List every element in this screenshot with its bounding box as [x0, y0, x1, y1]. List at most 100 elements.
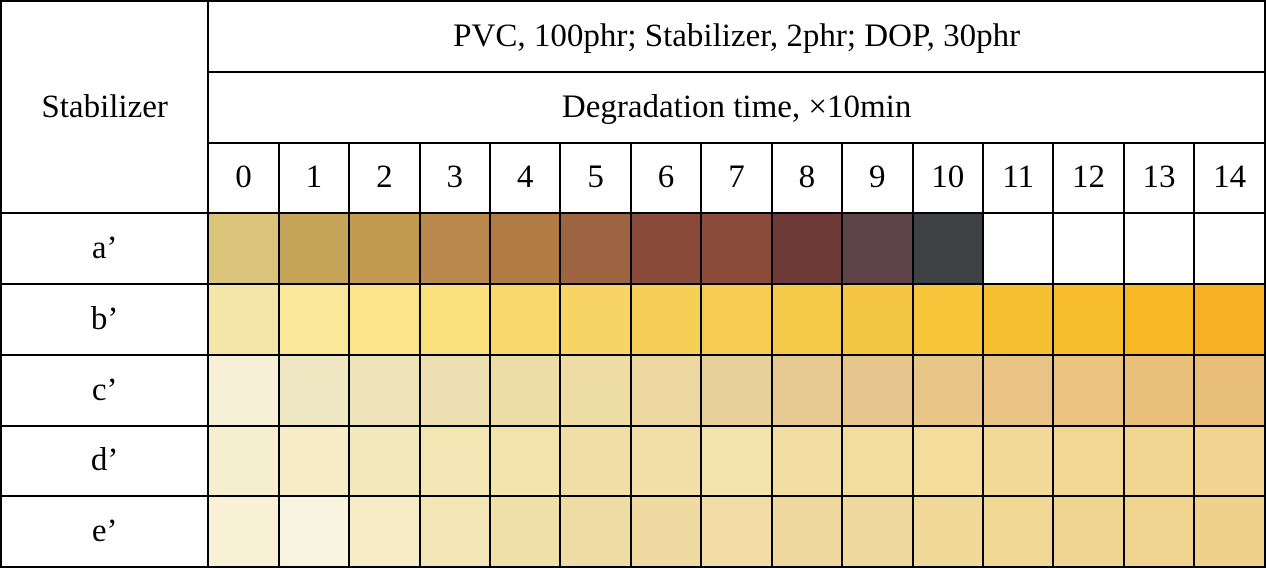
color-swatch [559, 424, 632, 498]
table-row: d’ [0, 424, 1266, 498]
color-swatch [348, 495, 421, 568]
table-row: e’ [0, 495, 1266, 568]
color-swatch [488, 424, 562, 498]
color-swatch [1052, 495, 1125, 568]
color-swatch [700, 353, 773, 427]
color-swatch [841, 353, 914, 427]
color-swatch [348, 353, 421, 427]
color-swatch [1052, 424, 1125, 498]
color-swatch [911, 353, 984, 427]
color-swatch [1052, 212, 1125, 285]
color-swatch [841, 424, 914, 498]
color-swatch [418, 283, 491, 356]
stabilizer-label: b’ [0, 283, 210, 356]
color-swatch [1052, 353, 1125, 427]
color-swatch [981, 353, 1055, 427]
color-swatch [700, 424, 773, 498]
color-swatch [700, 283, 773, 356]
color-swatch [1122, 424, 1196, 498]
color-swatch [629, 424, 703, 498]
color-swatch [1122, 495, 1196, 568]
time-header-cell: 8 [770, 141, 844, 215]
stabilizer-label: d’ [0, 424, 210, 498]
time-header-cell: 14 [1193, 141, 1266, 215]
time-header-cell: 9 [841, 141, 914, 215]
color-swatch [911, 283, 984, 356]
stabilizer-label: a’ [0, 212, 210, 285]
color-swatch [418, 353, 491, 427]
color-swatch [981, 212, 1055, 285]
color-swatch [559, 353, 632, 427]
color-swatch [770, 495, 844, 568]
color-swatch [277, 495, 351, 568]
color-swatch [1122, 353, 1196, 427]
color-swatch [841, 495, 914, 568]
time-header-cell: 4 [488, 141, 562, 215]
color-swatch [348, 424, 421, 498]
time-header-cell: 11 [981, 141, 1055, 215]
color-swatch [1193, 212, 1266, 285]
color-swatch [1193, 353, 1266, 427]
header-formulation: PVC, 100phr; Stabilizer, 2phr; DOP, 30ph… [207, 0, 1266, 73]
color-swatch [629, 212, 703, 285]
stabilizer-label: c’ [0, 353, 210, 427]
color-swatch [911, 495, 984, 568]
time-header-cell: 3 [418, 141, 491, 215]
color-swatch [277, 353, 351, 427]
time-header-cell: 1 [277, 141, 351, 215]
color-swatch [559, 283, 632, 356]
color-swatch [841, 212, 914, 285]
time-header-cell: 10 [911, 141, 984, 215]
color-swatch [488, 353, 562, 427]
color-swatch [629, 495, 703, 568]
color-swatch [770, 283, 844, 356]
color-swatch [1193, 283, 1266, 356]
table-row: a’ [0, 212, 1266, 285]
color-swatch [277, 424, 351, 498]
color-swatch [1052, 283, 1125, 356]
time-header-cell: 12 [1052, 141, 1125, 215]
header-degradation-time: Degradation time, ×10min [207, 70, 1266, 144]
table-row: b’ [0, 283, 1266, 356]
color-swatch [1193, 495, 1266, 568]
color-swatch [981, 495, 1055, 568]
color-swatch [1122, 212, 1196, 285]
time-header-cell: 5 [559, 141, 632, 215]
color-swatch [911, 212, 984, 285]
time-header-cell: 2 [348, 141, 421, 215]
color-swatch [348, 283, 421, 356]
color-swatch [207, 495, 280, 568]
color-swatch [1193, 424, 1266, 498]
stabilizer-label: e’ [0, 495, 210, 568]
time-header-cell: 0 [207, 141, 280, 215]
color-swatch [277, 212, 351, 285]
color-swatch [911, 424, 984, 498]
color-swatch [207, 424, 280, 498]
color-swatch [841, 283, 914, 356]
color-swatch [488, 495, 562, 568]
color-swatch [418, 424, 491, 498]
color-swatch [488, 212, 562, 285]
color-swatch [207, 283, 280, 356]
time-header-cell: 13 [1122, 141, 1196, 215]
time-header-cell: 7 [700, 141, 773, 215]
color-swatch [770, 424, 844, 498]
color-swatch [559, 212, 632, 285]
color-swatch [629, 353, 703, 427]
color-swatch [559, 495, 632, 568]
color-swatch [207, 353, 280, 427]
row-header-stabilizer: Stabilizer [0, 0, 210, 215]
color-swatch [629, 283, 703, 356]
color-swatch [770, 212, 844, 285]
color-swatch [348, 212, 421, 285]
table-row: c’ [0, 353, 1266, 427]
color-swatch [418, 212, 491, 285]
color-swatch [488, 283, 562, 356]
color-swatch [770, 353, 844, 427]
color-swatch [981, 424, 1055, 498]
color-swatch [1122, 283, 1196, 356]
color-swatch [700, 495, 773, 568]
color-swatch [700, 212, 773, 285]
color-swatch [418, 495, 491, 568]
